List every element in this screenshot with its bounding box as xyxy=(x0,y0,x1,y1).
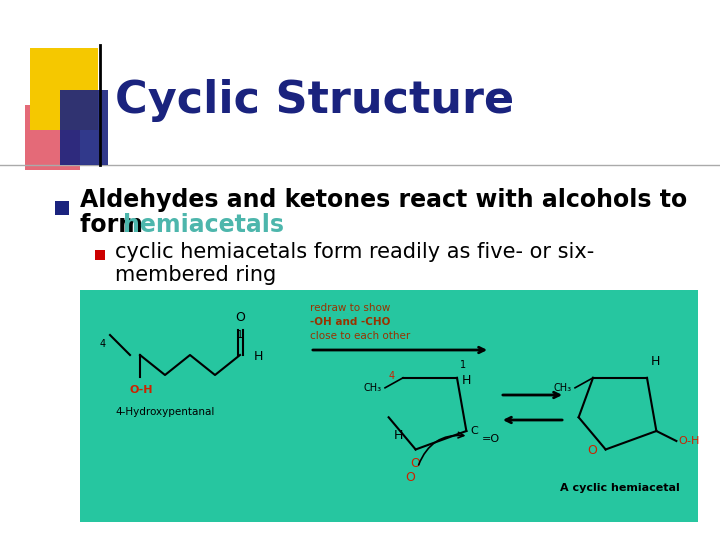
Text: A cyclic hemiacetal: A cyclic hemiacetal xyxy=(560,483,680,493)
Text: H: H xyxy=(394,429,403,442)
Text: H: H xyxy=(254,349,264,362)
Text: Cyclic Structure: Cyclic Structure xyxy=(115,78,514,122)
Text: -OH and -CHO: -OH and -CHO xyxy=(310,317,390,327)
Text: O-H: O-H xyxy=(678,436,700,446)
Text: hemiacetals: hemiacetals xyxy=(123,213,284,237)
Text: redraw to show: redraw to show xyxy=(310,303,390,313)
Text: cyclic hemiacetals form readily as five- or six-: cyclic hemiacetals form readily as five-… xyxy=(115,242,594,262)
Text: =O: =O xyxy=(482,434,500,444)
Bar xyxy=(80,290,698,522)
Bar xyxy=(55,201,69,215)
Text: O: O xyxy=(410,457,420,470)
Text: O: O xyxy=(235,311,245,324)
Bar xyxy=(60,90,108,165)
Text: 4: 4 xyxy=(100,339,106,349)
Text: membered ring: membered ring xyxy=(115,265,276,285)
Text: O: O xyxy=(587,444,597,457)
Text: O: O xyxy=(405,471,415,484)
Bar xyxy=(30,48,98,130)
Bar xyxy=(25,105,80,170)
Text: CH₃: CH₃ xyxy=(364,383,382,393)
Text: close to each other: close to each other xyxy=(310,331,410,341)
Text: 4: 4 xyxy=(389,371,395,381)
Text: form: form xyxy=(80,213,151,237)
Text: Aldehydes and ketones react with alcohols to: Aldehydes and ketones react with alcohol… xyxy=(80,188,688,212)
Text: 4-Hydroxypentanal: 4-Hydroxypentanal xyxy=(115,407,215,417)
Text: 1: 1 xyxy=(460,360,466,370)
Text: 1: 1 xyxy=(237,330,243,340)
Text: H: H xyxy=(651,355,660,368)
Bar xyxy=(95,250,105,260)
Text: C: C xyxy=(470,426,478,436)
Text: H: H xyxy=(462,374,472,387)
Text: O-H: O-H xyxy=(130,385,153,395)
Text: CH₃: CH₃ xyxy=(554,383,572,393)
